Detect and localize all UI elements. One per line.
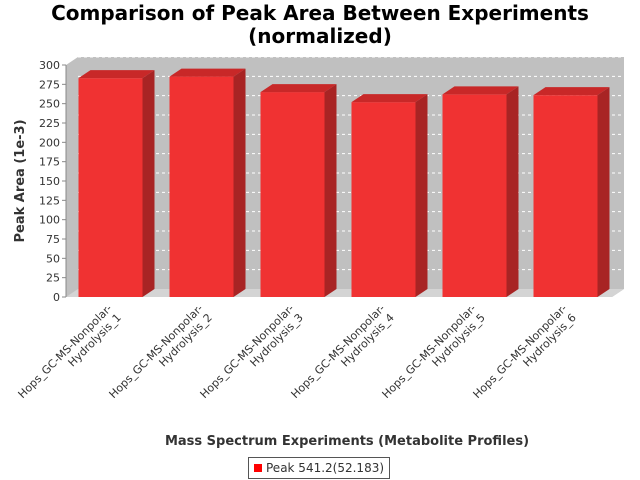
- y-tick-label: 200: [39, 136, 60, 149]
- x-tick-labels: Hops_GC-MS-Nonpolar-Hydrolysis_1Hops_GC-…: [16, 302, 579, 410]
- bar-front: [260, 92, 325, 297]
- bar-top: [442, 86, 519, 95]
- bar-front: [78, 78, 143, 297]
- bar-side: [415, 94, 428, 298]
- y-tick-label: 50: [46, 252, 60, 265]
- bar-side: [233, 68, 246, 297]
- bar-top: [78, 70, 155, 79]
- bar-side: [506, 86, 519, 298]
- bar: [351, 94, 428, 298]
- bar-top: [533, 87, 610, 96]
- bar-front: [169, 76, 234, 297]
- y-tick-label: 175: [39, 156, 60, 169]
- legend-swatch: [254, 464, 262, 472]
- bar: [78, 70, 155, 297]
- y-tick-label: 0: [53, 291, 60, 304]
- bar: [260, 84, 337, 297]
- y-tick-label: 275: [39, 78, 60, 91]
- bar: [533, 87, 610, 297]
- bar-front: [442, 94, 507, 298]
- y-tick-label: 225: [39, 117, 60, 130]
- bar-top: [169, 68, 246, 77]
- bar-side: [142, 70, 155, 297]
- chart-title-line-2: (normalized): [248, 24, 392, 48]
- y-tick-label: 150: [39, 175, 60, 188]
- y-axis-label: Peak Area (1e-3): [13, 119, 28, 242]
- y-tick-label: 300: [39, 59, 60, 72]
- y-tick-label: 125: [39, 194, 60, 207]
- bars: [78, 68, 610, 298]
- bar-top: [260, 84, 337, 93]
- bar: [169, 68, 246, 297]
- legend-label: Peak 541.2(52.183): [266, 461, 385, 475]
- bar-side: [597, 87, 610, 297]
- bar: [442, 86, 519, 298]
- bar-top: [351, 94, 428, 103]
- bar-front: [533, 95, 598, 297]
- x-tick-label: Hops_GC-MS-Nonpolar-Hydrolysis_6: [471, 302, 579, 410]
- y-tick-label: 25: [46, 272, 60, 285]
- gridlines: [78, 56, 624, 271]
- y-tick-label: 100: [39, 214, 60, 227]
- legend: Peak 541.2(52.183): [248, 457, 391, 479]
- bar-front: [351, 102, 416, 298]
- y-tick-label: 250: [39, 98, 60, 111]
- y-tick-label: 75: [46, 233, 60, 246]
- x-axis-label: Mass Spectrum Experiments (Metabolite Pr…: [165, 434, 529, 449]
- bar-side: [324, 84, 337, 297]
- chart-title: Comparison of Peak Area Between Experime…: [0, 2, 640, 48]
- chart-title-line-1: Comparison of Peak Area Between Experime…: [51, 1, 589, 25]
- y-tick-labels: 0 25 50 75 100 125 150 175 200 225 250 275 300: [39, 59, 66, 304]
